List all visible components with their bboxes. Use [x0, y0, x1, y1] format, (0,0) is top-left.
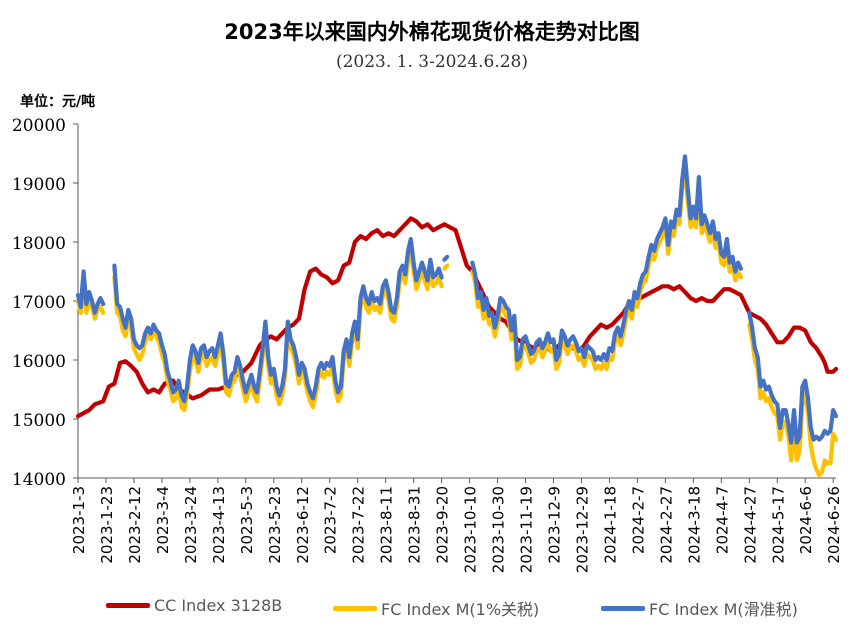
x-tick-label: 2023-12-29: [573, 486, 591, 573]
series-line-3-segment-3: [442, 254, 450, 262]
x-tick-label: 2024-5-17: [769, 486, 787, 564]
y-tick-label: 20000: [12, 116, 66, 136]
series-lines: [75, 154, 839, 478]
x-tick-label: 2023-3-4: [154, 486, 172, 554]
y-tick-label: 15000: [12, 411, 66, 431]
legend-label-cc-index: CC Index 3128B: [154, 596, 283, 615]
series-line-3-segment-5: [747, 310, 839, 445]
legend-item-fc-index-sliding: FC Index M(滑准税): [601, 596, 798, 620]
x-tick-label: 2023-11-19: [518, 486, 536, 573]
series-line-2-segment-3: [442, 263, 450, 271]
legend-label-fc-index-sliding: FC Index M(滑准税): [649, 600, 798, 619]
chart-subtitle: (2023. 1. 3-2024.6.28): [335, 52, 529, 72]
x-tick-label: 2023-3-24: [182, 486, 200, 564]
legend-swatch-cc-index: [106, 603, 150, 608]
x-tick-label: 2023-2-12: [126, 486, 144, 564]
x-tick-label: 2023-5-3: [238, 486, 256, 554]
series-line-2-segment-4: [470, 169, 743, 371]
x-tick-label: 2024-6-26: [825, 486, 843, 564]
series-line-3-segment-4: [470, 154, 743, 363]
unit-label: 单位：元/吨: [20, 94, 96, 110]
x-tick-label: 2023-7-2: [322, 486, 340, 554]
x-axis: 2023-1-3 2023-1-23 2023-2-12 2023-3-4 2023-3…: [70, 477, 843, 573]
x-tick-label: 2024-4-27: [741, 486, 759, 564]
x-tick-label: 2023-1-23: [98, 486, 116, 564]
series-line-3-segment-2: [112, 236, 444, 404]
x-tick-label: 2023-10-30: [490, 486, 508, 573]
legend-label-fc-index-1pct: FC Index M(1%关税): [381, 600, 540, 619]
x-tick-label: 2023-9-20: [434, 486, 452, 564]
x-tick-label: 2024-3-18: [685, 486, 703, 564]
series-line-2-segment-5: [747, 322, 839, 478]
x-tick-label: 2024-6-6: [797, 486, 815, 554]
x-tick-label: 2024-1-18: [601, 486, 619, 564]
legend: CC Index 3128B FC Index M(1%关税) FC Index…: [0, 596, 864, 620]
y-tick-label: 16000: [12, 352, 66, 372]
series-line-3-segment-1: [75, 269, 106, 315]
x-tick-label: 2024-2-7: [629, 486, 647, 554]
y-axis: 20000 19000 18000 17000 16000 15000 14000: [12, 116, 79, 490]
legend-swatch-fc-index-1pct: [333, 605, 377, 611]
x-tick-label: 2023-5-23: [266, 486, 284, 564]
y-tick-label: 18000: [12, 234, 66, 254]
x-tick-label: 2023-6-12: [294, 486, 312, 564]
x-tick-label: 2023-1-3: [70, 486, 88, 554]
x-tick-label: 2023-7-22: [350, 486, 368, 564]
x-tick-label: 2023-8-31: [406, 486, 424, 564]
y-tick-label: 14000: [12, 470, 66, 490]
legend-swatch-fc-index-sliding: [601, 605, 645, 611]
y-tick-label: 17000: [12, 293, 66, 313]
x-tick-label: 2023-12-9: [545, 486, 563, 564]
y-tick-label: 19000: [12, 175, 66, 195]
x-tick-label: 2023-4-13: [210, 486, 228, 564]
legend-item-cc-index: CC Index 3128B: [106, 596, 282, 615]
x-tick-label: 2024-4-7: [713, 486, 731, 554]
x-tick-label: 2023-8-11: [378, 486, 396, 564]
legend-item-fc-index-1pct: FC Index M(1%关税): [333, 596, 539, 620]
x-tick-label: 2024-2-27: [657, 486, 675, 564]
x-tick-label: 2023-10-10: [462, 486, 480, 573]
chart-title: 2023年以来国内外棉花现货价格走势对比图: [224, 20, 640, 44]
